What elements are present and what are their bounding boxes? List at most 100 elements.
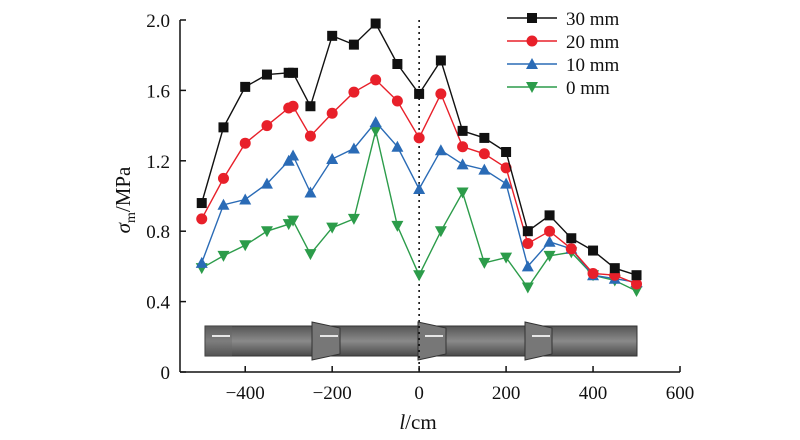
y-tick-label: 0 [161, 363, 171, 384]
data-point [435, 55, 446, 66]
data-point [521, 260, 534, 272]
data-point [326, 153, 339, 165]
pipe-illustration [204, 321, 638, 361]
legend-label: 30 mm [566, 9, 620, 30]
data-point [347, 213, 360, 225]
data-point [260, 177, 273, 189]
data-point [631, 270, 642, 281]
data-point [457, 125, 468, 136]
data-point [218, 122, 229, 133]
legend-item: 20 mm [507, 32, 620, 53]
data-point [369, 125, 382, 137]
data-point [217, 172, 229, 184]
data-point [288, 67, 299, 78]
data-point [304, 249, 317, 261]
series-20-mm [196, 74, 643, 290]
data-point [500, 252, 513, 264]
data-point [195, 256, 208, 268]
y-axis-title: σm/MPa [111, 166, 139, 233]
pipe-joint-4 [524, 321, 553, 361]
data-point [326, 107, 338, 119]
data-point [631, 278, 643, 290]
data-point [239, 240, 252, 252]
x-tick-label: 200 [492, 383, 521, 404]
axes: −400 −200 0 200 400 600 0 0.4 0.8 1.2 1.6 2.0 [146, 11, 694, 404]
data-point [347, 142, 360, 154]
data-point [521, 282, 534, 294]
pipe-joint-3 [417, 321, 447, 361]
data-point [526, 58, 538, 69]
x-tick-label: 0 [414, 383, 424, 404]
data-point [478, 148, 490, 160]
y-axis-title-symbol: σ [111, 221, 135, 233]
data-point [456, 158, 469, 170]
legend-label: 20 mm [566, 32, 620, 53]
data-point [522, 226, 533, 237]
data-point [526, 35, 538, 47]
data-point [413, 182, 426, 194]
legend-item: 30 mm [507, 9, 620, 30]
data-point [348, 86, 360, 98]
data-point [287, 149, 300, 161]
data-point [304, 186, 317, 198]
y-axis-title-unit: /MPa [111, 166, 135, 212]
series-line [201, 22, 637, 276]
x-tick-label: 600 [666, 383, 695, 404]
data-point [501, 147, 512, 157]
x-tick-label: −200 [313, 383, 352, 404]
data-point [500, 162, 512, 174]
data-point [478, 163, 491, 175]
data-point [522, 238, 534, 250]
data-point [435, 88, 447, 100]
pipe-joint-1 [205, 326, 232, 356]
data-point [392, 59, 403, 69]
data-point [240, 81, 251, 92]
data-point [305, 101, 316, 112]
series-30-mm [196, 18, 642, 281]
legend-label: 10 mm [566, 55, 620, 76]
data-point [434, 226, 447, 238]
data-point [196, 213, 208, 225]
series-line [201, 130, 637, 292]
data-point [217, 250, 230, 262]
data-point [587, 267, 599, 279]
data-point [457, 141, 469, 153]
data-point [500, 177, 513, 189]
data-point [543, 250, 556, 262]
data-point [391, 220, 404, 232]
data-point [196, 198, 207, 209]
data-point [479, 132, 490, 143]
y-axis-title-subscript: m [124, 212, 139, 223]
data-point [287, 215, 300, 227]
data-point [434, 144, 447, 156]
data-point [348, 39, 359, 50]
y-tick-label: 0.4 [146, 293, 170, 314]
data-point [544, 225, 556, 237]
data-point [391, 95, 403, 107]
data-point [543, 235, 556, 247]
data-point [261, 120, 273, 132]
series-layer [195, 18, 643, 298]
data-point [526, 82, 538, 93]
data-point [588, 245, 599, 256]
data-point [391, 140, 404, 152]
data-point [261, 69, 272, 80]
x-axis-title-unit: /cm [405, 410, 437, 434]
y-tick-label: 2.0 [146, 11, 170, 32]
data-point [565, 243, 577, 255]
data-point [478, 257, 491, 269]
data-point [326, 222, 339, 234]
data-point [369, 116, 382, 128]
legend-item: 10 mm [507, 55, 620, 76]
data-point [304, 130, 316, 142]
data-point [370, 18, 381, 29]
data-point [544, 210, 555, 221]
data-point [630, 286, 643, 298]
data-point [239, 137, 251, 149]
pipe-joint-2 [311, 321, 341, 361]
data-point [327, 30, 338, 41]
data-point [456, 187, 469, 199]
data-point [370, 74, 382, 86]
